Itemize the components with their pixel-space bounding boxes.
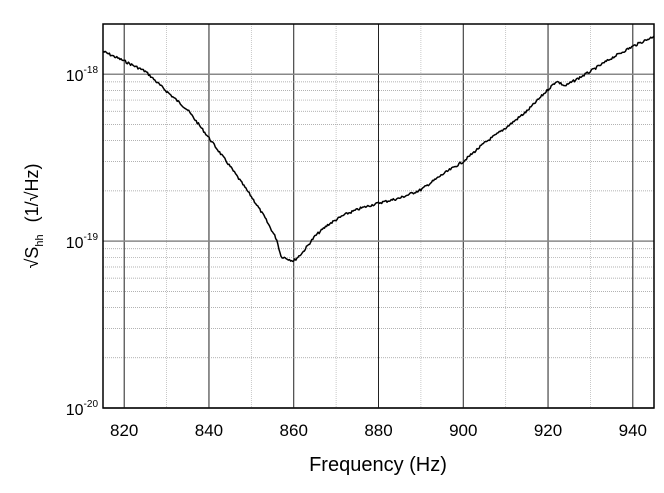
x-tick-label: 940 bbox=[619, 421, 647, 440]
y-tick-base: 10 bbox=[66, 402, 84, 419]
y-tick-label: 10-20 bbox=[66, 399, 99, 419]
y-tick-exponent: -20 bbox=[84, 399, 99, 410]
x-tick-label: 820 bbox=[110, 421, 138, 440]
y-tick-exponent: -18 bbox=[84, 65, 99, 76]
y-tick-label: 10-18 bbox=[66, 65, 99, 85]
y-tick-base: 10 bbox=[66, 68, 84, 85]
y-axis-label-unit: (1/√Hz) bbox=[22, 163, 42, 222]
x-tick-label: 840 bbox=[195, 421, 223, 440]
x-tick-label: 880 bbox=[364, 421, 392, 440]
x-tick-label: 860 bbox=[280, 421, 308, 440]
series bbox=[102, 35, 655, 263]
y-axis-label-sub: hh bbox=[34, 234, 46, 246]
y-axis-label-main: √S bbox=[22, 247, 42, 269]
y-tick-base: 10 bbox=[66, 235, 84, 252]
x-tick-label: 920 bbox=[534, 421, 562, 440]
y-tick-exponent: -19 bbox=[84, 232, 99, 243]
y-tick-label: 10-19 bbox=[66, 232, 99, 252]
x-tick-labels: 820 840 860 880 900 920 940 bbox=[110, 421, 647, 440]
y-axis-label: √Shh (1/√Hz) bbox=[22, 163, 46, 268]
x-axis-label: Frequency (Hz) bbox=[309, 454, 447, 476]
plot-frame bbox=[102, 23, 655, 409]
series-line bbox=[102, 35, 655, 263]
x-tick-label: 900 bbox=[449, 421, 477, 440]
